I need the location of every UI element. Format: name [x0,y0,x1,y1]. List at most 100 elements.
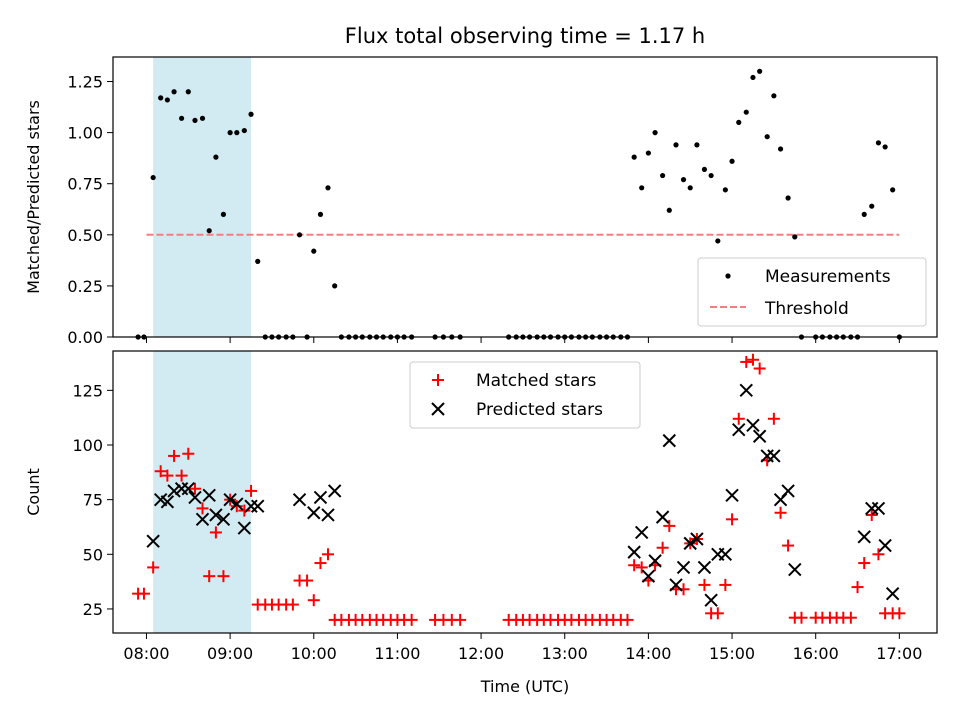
matched-star-point [893,607,906,620]
predicted-star-point [641,569,656,583]
matched-star-point [844,611,857,624]
matched-star-point [746,353,759,366]
measurement-point [631,154,637,160]
predicted-star-point [313,490,328,505]
measurement-point [687,185,693,191]
matched-star-point [858,557,871,570]
x-tick-label: 16:00 [793,644,839,663]
x-tick-label: 14:00 [625,644,671,663]
matched-star-point [203,570,216,583]
matched-star-point [245,484,258,497]
predicted-star-point [188,490,202,505]
bottom-axes-frame [112,350,938,634]
measurement-points [135,68,902,340]
predicted-star-point [718,547,733,562]
top-y-tick-label: 0.00 [67,328,103,347]
bottom-legend: Matched stars Predicted stars [409,361,641,429]
x-tick-label: 12:00 [458,644,504,663]
measurement-point [722,187,728,193]
measurement-point [332,283,338,289]
bottom-y-axis-label: Count [24,468,43,516]
measurement-point [869,203,875,209]
matched-star-point [656,541,669,554]
top-panel: Flux total observing time = 1.17 h 0.000… [24,24,938,347]
bottom-y-tick-label: 50 [83,545,103,564]
highlight-span-rect [153,57,252,337]
predicted-star-point [697,560,712,575]
measurement-point [743,109,749,115]
predicted-star-point [237,521,252,535]
measurement-point [777,146,784,152]
matched-star-point [161,469,174,482]
x-tick-label: 13:00 [542,644,588,663]
predicted-star-point [732,422,746,437]
measurement-point [694,142,700,148]
measurement-point [785,195,791,201]
matched-star-point [774,506,787,519]
measurement-point [764,134,770,140]
measurement-point [220,211,227,217]
matched-star-point [321,548,334,561]
top-legend-box [697,257,927,327]
matched-star-point [795,611,808,624]
bottom-y-tick-label: 75 [83,491,103,510]
predicted-star-point [752,429,767,443]
x-tick-label: 15:00 [709,644,755,663]
measurement-point [875,140,882,146]
predicted-star-point [327,484,342,498]
top-y-tick-label: 0.75 [67,175,103,194]
matched-star-point [230,500,243,513]
measurement-point [861,211,867,217]
x-tick-label: 08:00 [123,644,169,663]
predicted-star-point [690,532,704,546]
measurement-point [701,166,708,173]
matched-star-point [307,594,320,607]
predicted-star-point [655,510,670,524]
predicted-star-point [662,433,677,448]
measurement-point [178,115,185,121]
measurement-point [666,207,672,213]
matched-star-point [740,355,753,368]
measurement-point [255,258,261,264]
matched-star-point [286,598,299,611]
matched-star-point [628,559,641,572]
bottom-y-tick-label: 25 [83,600,103,619]
predicted-star-point [223,492,237,507]
legend-matched-marker [432,374,444,386]
legend-threshold-label: Threshold [764,299,849,319]
matched-star-point [301,574,314,587]
matched-star-point [168,449,181,462]
measurement-point [171,89,177,95]
top-legend: Measurements Threshold [697,257,927,327]
matched-star-point [663,519,676,532]
measurement-point [882,144,888,150]
matched-star-point [711,607,724,620]
top-highlight-span [153,57,252,337]
predicted-star-point [725,488,739,502]
predicted-star-point [307,506,321,520]
measurement-point [750,74,756,81]
matched-star-point [405,613,418,626]
top-y-tick-label: 1.00 [67,124,103,143]
measurement-point [729,158,735,164]
measurement-point [652,130,658,136]
legend-predicted-marker [431,402,445,416]
top-x-ticks [145,337,900,343]
predicted-star-point [781,484,795,498]
predicted-star-point [146,534,160,548]
bottom-panel: 25 50 75 100 125 08:00 09:00 10:00 11:00 12:00 13… [24,350,938,696]
bottom-y-axis: 25 50 75 100 125 [72,381,113,619]
predicted-star-point [739,383,753,398]
predicted-star-point [627,545,641,559]
predicted-star-point [648,554,662,568]
predicted-star-point [292,492,307,507]
top-y-axis-label: Matched/Predicted stars [24,100,43,294]
predicted-star-point [885,586,900,601]
measurement-point [736,119,742,126]
predicted-stars-points [146,383,900,607]
predicted-star-point [209,508,223,522]
matched-star-point [217,570,230,583]
matched-star-point [872,548,885,561]
predicted-star-point [167,484,181,498]
measurement-point [206,228,212,234]
